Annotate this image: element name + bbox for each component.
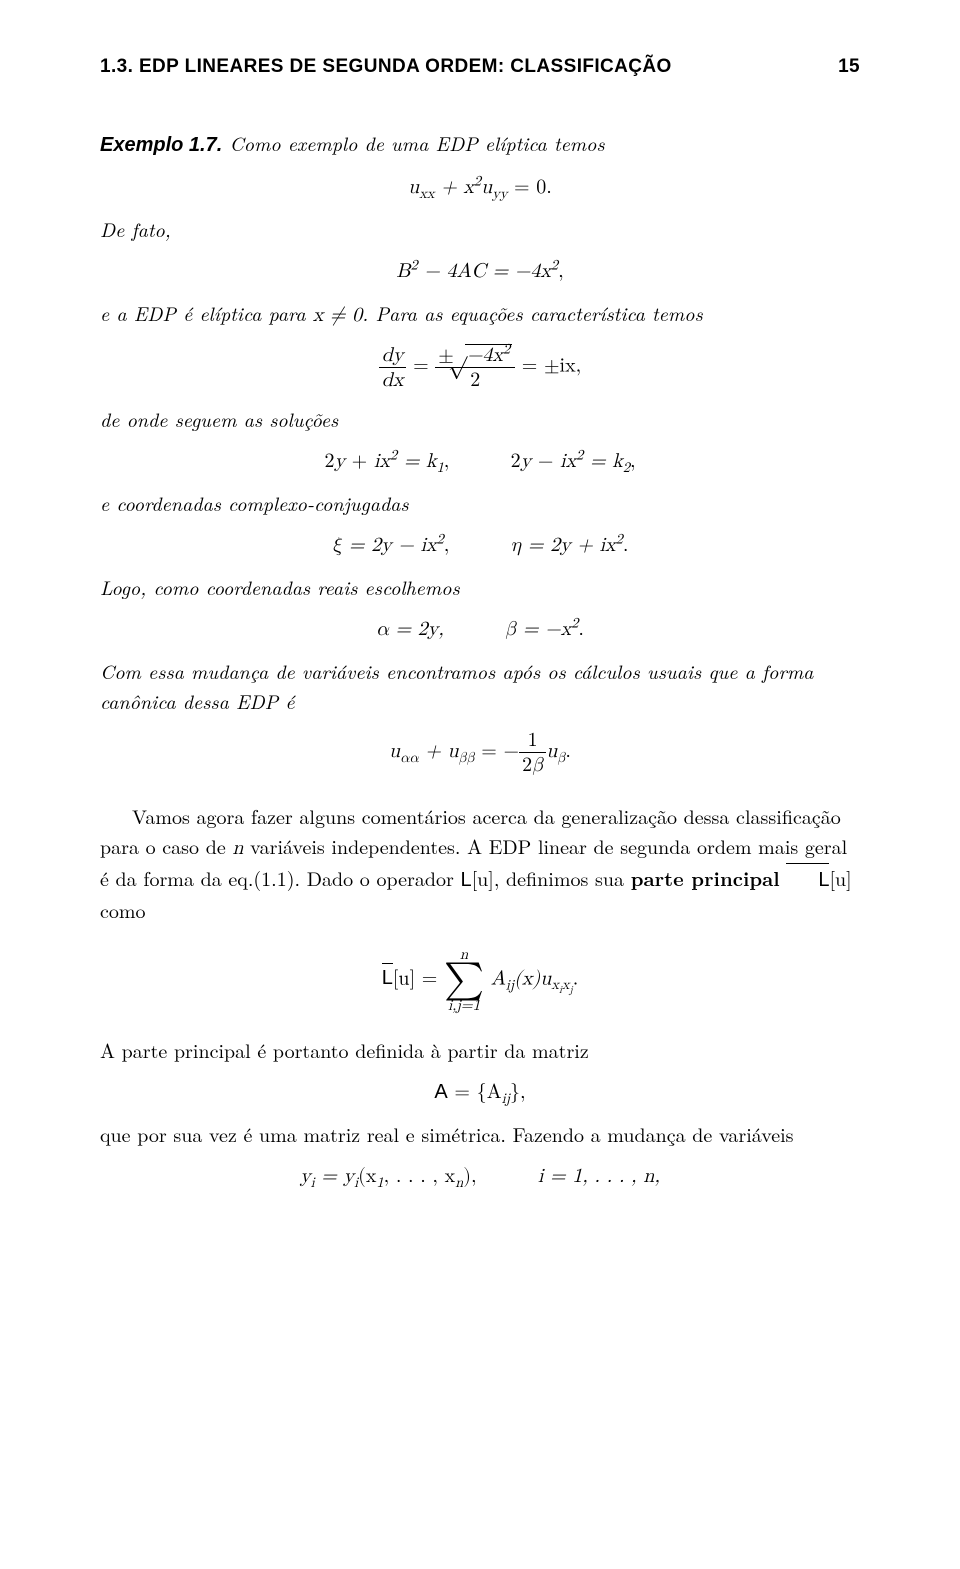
- equation-canonical-form: uαα + uββ = −12βuβ.: [100, 730, 860, 775]
- running-header-left: 1.3. EDP LINEARES DE SEGUNDA ORDEM: CLAS…: [100, 56, 672, 78]
- equation-alpha-beta: α = 2y, β = −x2.: [100, 616, 860, 642]
- para-canonical-intro: Com essa mudança de variáveis encontramo…: [100, 656, 860, 716]
- paragraph-matrix-def: A parte principal é portanto definida à …: [100, 1035, 860, 1065]
- paragraph-change-vars: que por sua vez é uma matriz real e simé…: [100, 1119, 860, 1149]
- equation-characteristic: dydx = ±−4x22 = ±ix,: [100, 344, 860, 390]
- para-solutions: de onde seguem as soluções: [100, 404, 860, 434]
- example-intro: Exemplo 1.7. Como exemplo de uma EDP elí…: [100, 128, 860, 160]
- para-elliptic-cond: e a EDP é elíptica para x ≠ 0. Para as e…: [100, 298, 860, 330]
- equation-y-i: yi = yi(x1, . . . , xn), i = 1, . . . , …: [100, 1163, 860, 1189]
- equation-principal-part: L[u] = n∑i,j=1 Aij(x)uxixj.: [100, 947, 860, 1013]
- equation-discriminant: B2 − 4AC = −4x2,: [100, 258, 860, 284]
- de-fato: De fato,: [100, 214, 860, 244]
- para-complex-conj: e coordenadas complexo-conjugadas: [100, 488, 860, 518]
- paragraph-generalization: Vamos agora fazer alguns comentários ace…: [100, 801, 860, 925]
- page-number: 15: [838, 56, 860, 78]
- para-real-coords: Logo, como coordenadas reais escolhemos: [100, 572, 860, 602]
- equation-elliptic-edp: uxx + x2uyy = 0.: [100, 174, 860, 200]
- equation-xi-eta: ξ = 2y − ix2, η = 2y + ix2.: [100, 532, 860, 558]
- equation-k1-k2: 2y + ix2 = k1, 2y − ix2 = k2,: [100, 448, 860, 474]
- example-label: Exemplo 1.7.: [100, 134, 222, 156]
- equation-matrix-A: A = {Aij},: [100, 1079, 860, 1105]
